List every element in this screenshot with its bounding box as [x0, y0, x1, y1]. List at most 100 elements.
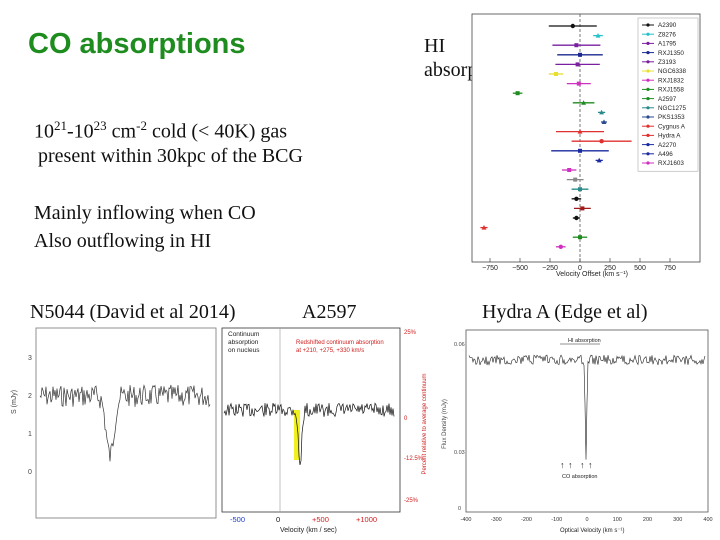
a2597-annotation-2: absorption	[228, 339, 259, 346]
hi-data-point	[580, 206, 585, 211]
hi-data-point	[554, 72, 558, 76]
hi-legend-label: A2390	[658, 22, 677, 29]
hi-data-point	[558, 244, 563, 249]
hydra-x-tick-label: 200	[643, 517, 652, 523]
a2597-x-axis-label: Velocity (km / sec)	[280, 527, 337, 534]
hi-data-point	[578, 235, 582, 240]
gas-density-line: 1021-1023 cm-2 cold (< 40K) gas	[34, 118, 288, 143]
hydra-x-tick-label: 400	[703, 517, 712, 523]
hydra-spectrum-line	[468, 354, 706, 460]
a2597-x-tick-3: +1000	[356, 515, 377, 524]
hi-data-point	[481, 225, 487, 230]
hi-data-point	[599, 109, 604, 115]
n5044-y-label: S (mJy)	[11, 390, 18, 414]
hi-legend-swatch	[646, 106, 650, 110]
hi-x-tick-label: 0	[578, 265, 582, 272]
hydra-co-arrow: ↑	[560, 460, 565, 470]
hi-x-tick-label: −250	[542, 265, 558, 272]
hydra-y-tick-0: 0.06	[454, 342, 465, 348]
hydra-x-tick-label: -100	[551, 517, 562, 523]
hi-legend-label: A2270	[658, 142, 677, 149]
hi-data-point	[577, 129, 583, 134]
hi-velocity-chart: −750 −500 −250 0 250 500 750 Velocity Offset (…	[471, 13, 701, 278]
hi-data-marks	[480, 23, 632, 249]
hi-x-tick-label: 500	[634, 265, 646, 272]
hi-legend-label: NGC6338	[658, 68, 686, 75]
a2597-right-tick-0: 25%	[404, 330, 417, 336]
hi-x-tick-label: 250	[604, 265, 616, 272]
hi-legend-label: RXJ1603	[658, 160, 684, 167]
hi-data-point	[575, 62, 580, 67]
hi-legend-swatch	[646, 143, 650, 147]
a2597-x-tick-0: -500	[230, 515, 245, 524]
hi-legend-label: Z8276	[658, 31, 676, 38]
hi-legend-label: A1795	[658, 41, 677, 48]
hydra-x-tick-label: 100	[613, 517, 622, 523]
a2597-annotation-1: Continuum	[228, 331, 259, 338]
hi-data-point	[576, 81, 581, 86]
hi-legend-label: RXJ1558	[658, 87, 684, 94]
hi-data-point	[574, 196, 579, 201]
a2597-right-tick-1: 0	[404, 416, 408, 422]
a2597-right-tick-3: -25%	[404, 498, 419, 504]
hydra-x-tick-label: 300	[673, 517, 682, 523]
a2597-x-tick-1: 0	[276, 515, 280, 524]
n5044-tick-3: 0	[28, 469, 32, 476]
hi-legend-swatch	[646, 161, 650, 165]
hi-data-point	[515, 91, 520, 96]
hi-data-point	[578, 148, 582, 153]
hi-legend-swatch	[646, 124, 650, 128]
hi-legend-label: RXJ1832	[658, 77, 684, 84]
slide-title: CO absorptions	[28, 28, 246, 60]
hi-data-point	[595, 33, 601, 38]
hi-legend: A2390 Z8276 A1795 RXJ1350 Z3193 NGC6338 RXJ183…	[637, 17, 699, 172]
hi-x-tick-label: −750	[482, 265, 498, 272]
hydra-frame	[465, 329, 709, 513]
hydra-co-arrow: ↑	[588, 460, 593, 470]
hi-legend-swatch	[646, 78, 650, 82]
a2597-spectrum: Continuum absorption on nucleus Redshift…	[221, 327, 428, 534]
hi-legend-swatch	[646, 51, 650, 55]
a2597-annotation-4: Redshifted continuum absorption	[296, 340, 384, 346]
hi-legend-swatch	[646, 23, 650, 27]
hi-legend-swatch	[646, 115, 650, 119]
hydra-a-spectrum: Flux Density (mJy) 0.06 0.03 0 HI absorp…	[442, 329, 713, 534]
hydra-x-tick-label: 0	[585, 517, 588, 523]
hi-legend-swatch	[646, 152, 650, 156]
hi-legend-swatch	[646, 133, 650, 137]
a2597-x-tick-2: +500	[312, 515, 329, 524]
a2597-annotation-3: on nucleus	[228, 347, 260, 354]
hi-data-point	[578, 187, 582, 192]
a2597-frame	[221, 327, 401, 513]
hi-data-point	[574, 215, 579, 221]
hi-data-point	[599, 139, 604, 144]
hi-x-tick-label: −500	[512, 265, 528, 272]
a2597-highlight	[294, 410, 300, 460]
hi-x-ticks: −750 −500 −250 0 250 500 750	[482, 258, 676, 272]
hi-data-point	[567, 168, 572, 172]
a2597-spectrum-line	[223, 402, 395, 465]
hydra-hi-label: HI absorption	[568, 338, 601, 344]
hi-legend-label: A2597	[658, 96, 677, 103]
outflow-line: Also outflowing in HI	[34, 230, 212, 252]
hi-x-tick-label: 750	[664, 265, 676, 272]
hydra-co-label: CO absorption	[562, 474, 597, 480]
hydra-y-label: Flux Density (mJy)	[442, 399, 448, 449]
hydra-x-axis-label: Optical Velocity (km s⁻¹)	[560, 528, 625, 534]
hi-legend-swatch	[646, 32, 650, 36]
caption-n5044: N5044 (David et al 2014)	[30, 301, 236, 323]
hydra-x-tick-label: -400	[460, 517, 471, 523]
hi-data-point	[581, 100, 586, 105]
n5044-tick-2: 1	[28, 431, 32, 438]
hi-legend-swatch	[646, 97, 650, 101]
hydra-x-tick-label: -300	[491, 517, 502, 523]
hi-legend-swatch	[646, 41, 650, 46]
hydra-y-tick-2: 0	[458, 506, 461, 512]
hydra-y-tick-1: 0.03	[454, 450, 465, 456]
hi-legend-swatch	[646, 60, 650, 64]
n5044-frame	[35, 327, 217, 519]
a2597-annotation-5: at +210, +275, +330 km/s	[296, 348, 364, 354]
hydra-x-ticks: -400 -300 -200 -100 0 100 200 300 400	[460, 517, 712, 523]
hi-data-point	[574, 43, 579, 48]
hi-legend-swatch	[646, 87, 650, 91]
